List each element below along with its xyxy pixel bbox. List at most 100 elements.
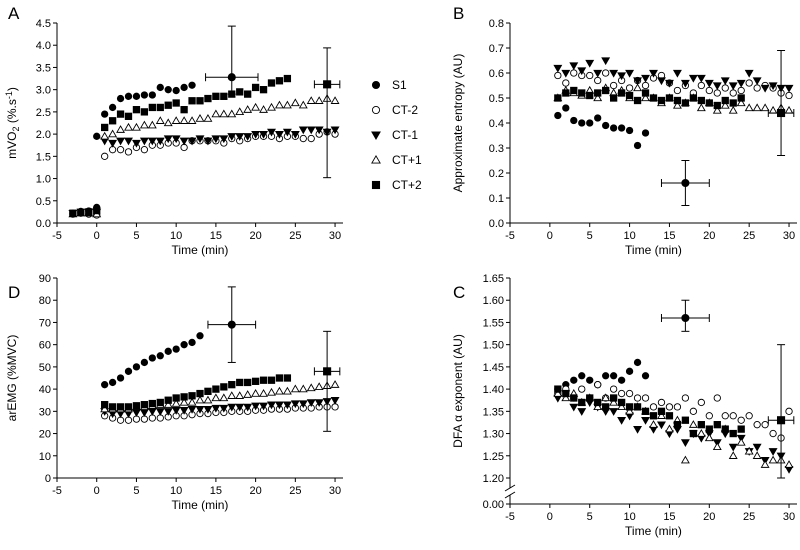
summary-point-ctplus2 <box>767 344 795 479</box>
data-point <box>625 91 634 100</box>
data-point <box>274 386 284 395</box>
data-point <box>69 209 77 217</box>
data-point <box>93 206 101 215</box>
data-point <box>307 134 315 143</box>
data-point <box>188 81 196 89</box>
data-point <box>171 116 181 124</box>
data-point <box>140 91 149 99</box>
data-point <box>251 102 261 111</box>
data-point <box>577 408 587 416</box>
data-point <box>235 391 245 399</box>
data-point <box>147 120 157 129</box>
data-point <box>172 345 180 353</box>
data-point <box>753 421 761 429</box>
data-point <box>187 397 197 406</box>
y-tick-label: 0.1 <box>489 193 504 205</box>
data-point <box>729 412 737 420</box>
panel-a: A 0.0 0.5 1.0 1.5 2.0 2.5 3.0 3.5 4.0 4.5 -5 0 5 10 15 2… <box>4 4 343 257</box>
data-point <box>164 347 172 355</box>
legend-item: CT-1 <box>371 128 418 142</box>
data-point <box>680 79 690 88</box>
data-point <box>108 403 117 411</box>
data-point <box>251 83 260 92</box>
series-ctminus1 <box>68 126 340 218</box>
data-point <box>108 129 118 138</box>
data-point <box>124 122 133 131</box>
data-point <box>594 76 602 85</box>
data-point <box>689 429 698 438</box>
data-point <box>569 403 579 412</box>
data-point <box>752 103 762 112</box>
summary-marker <box>777 108 786 118</box>
data-point <box>156 83 164 92</box>
summary-marker <box>777 416 786 425</box>
data-point <box>219 135 229 144</box>
y-tick-label: 70 <box>39 317 51 329</box>
data-point <box>204 94 212 103</box>
data-point <box>721 412 729 420</box>
data-point <box>148 354 156 362</box>
data-point <box>561 69 571 78</box>
data-point <box>602 69 610 77</box>
data-point <box>306 96 316 104</box>
data-point <box>672 69 682 78</box>
data-point <box>132 363 141 371</box>
y-tick-label: 0.5 <box>489 93 504 105</box>
data-point <box>172 394 180 402</box>
data-point <box>251 130 261 139</box>
data-point <box>116 137 126 146</box>
legend-label: CT+2 <box>392 178 422 192</box>
data-point <box>769 429 777 438</box>
data-point <box>649 94 658 102</box>
data-point <box>657 411 666 419</box>
data-point <box>306 383 316 392</box>
summary-marker <box>227 320 236 329</box>
data-point <box>140 108 149 116</box>
x-tick-label: -5 <box>505 230 515 242</box>
y-tick-label: 0.5 <box>36 196 51 208</box>
data-point <box>243 133 253 141</box>
data-point <box>187 405 197 414</box>
y-tick-label: 0.3 <box>489 143 504 155</box>
data-point <box>140 401 149 409</box>
data-point <box>164 396 172 404</box>
data-point <box>570 69 578 77</box>
data-point <box>593 402 603 411</box>
data-point <box>736 98 746 107</box>
y-tick-label: 0.8 <box>489 18 504 30</box>
data-point <box>697 96 705 105</box>
data-point <box>586 119 594 127</box>
data-point <box>179 397 189 406</box>
x-tick-label: 5 <box>587 511 593 523</box>
data-point <box>760 460 770 468</box>
data-point <box>657 407 666 415</box>
data-point <box>196 332 204 340</box>
y-tick-label: 2.0 <box>36 129 51 141</box>
y-tick-label: 1.45 <box>483 362 504 374</box>
data-point <box>212 92 220 100</box>
data-point <box>721 425 729 433</box>
data-point <box>290 400 300 409</box>
data-point <box>195 395 205 404</box>
data-point <box>124 137 133 146</box>
y-tick-label: 1.5 <box>36 151 51 163</box>
data-point <box>172 99 180 107</box>
data-point <box>282 401 292 410</box>
data-point <box>586 71 594 80</box>
data-point <box>713 101 721 110</box>
data-point <box>570 116 578 125</box>
x-tick-label: 0 <box>94 230 100 242</box>
data-point <box>306 399 316 408</box>
data-point <box>108 378 117 387</box>
y-tick-label: 0.0 <box>489 218 504 230</box>
data-point <box>578 119 586 127</box>
data-point <box>171 135 181 144</box>
data-point <box>251 402 261 411</box>
y-axis-label: arEMG (%MVC) <box>5 335 19 422</box>
data-point <box>768 105 778 114</box>
data-point <box>761 421 769 429</box>
data-point <box>586 394 594 402</box>
data-point <box>785 407 793 415</box>
data-point <box>641 93 650 102</box>
data-point <box>314 126 324 135</box>
